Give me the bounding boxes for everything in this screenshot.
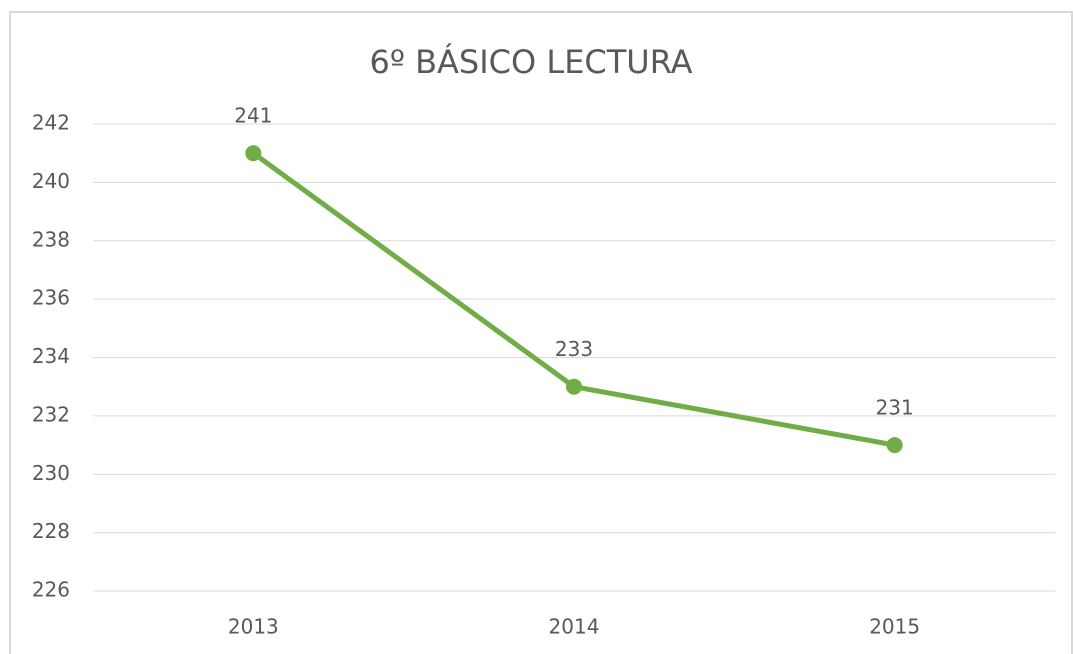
- y-tick-label: 242: [32, 111, 70, 135]
- data-label: 241: [234, 104, 272, 128]
- point: [886, 437, 903, 454]
- data-label: 233: [555, 337, 593, 361]
- y-tick-label: 240: [32, 169, 70, 193]
- y-tick-label: 236: [32, 286, 70, 310]
- y-tick-label: 232: [32, 402, 70, 426]
- point: [566, 378, 582, 395]
- chart-border: [9, 11, 1073, 654]
- y-tick-label: 228: [32, 519, 70, 543]
- data-label: 231: [876, 396, 914, 420]
- y-tick-label: 238: [32, 227, 70, 251]
- y-tick-label: 234: [32, 344, 70, 368]
- y-tick-label: 230: [32, 461, 70, 485]
- point: [245, 145, 262, 162]
- x-tick-label: 2015: [869, 615, 920, 639]
- x-tick-label: 2013: [228, 615, 279, 639]
- x-tick-label: 2014: [549, 615, 600, 639]
- y-tick-label: 226: [32, 578, 70, 602]
- chart-title: 6º BÁSICO LECTURA: [369, 43, 692, 81]
